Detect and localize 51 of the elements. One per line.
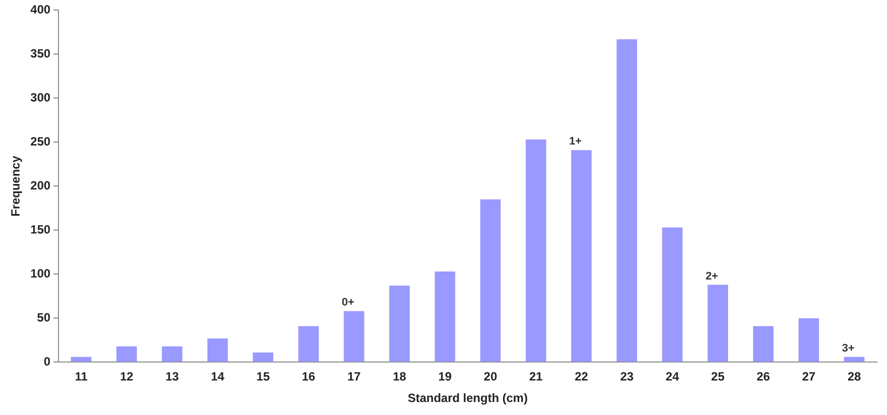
- y-tick-label: 50: [37, 310, 51, 325]
- y-tick-label: 0: [44, 354, 51, 369]
- bar: [252, 352, 274, 362]
- x-tick-label: 14: [210, 370, 225, 384]
- bar: [571, 150, 592, 362]
- x-tick-label: 11: [74, 370, 88, 384]
- bar: [434, 272, 456, 362]
- y-tick-label: 400: [30, 2, 51, 17]
- x-tick-label: 21: [529, 370, 543, 384]
- x-tick-label: 28: [848, 370, 862, 384]
- bar: [798, 318, 820, 362]
- x-tick-label: 25: [711, 370, 725, 384]
- y-tick-label: 350: [30, 46, 51, 61]
- x-tick-label: 20: [484, 370, 498, 384]
- annotation: 0+: [342, 296, 354, 309]
- bar: [480, 199, 501, 362]
- bar: [844, 356, 864, 362]
- y-tick-label: 250: [30, 134, 51, 149]
- x-tick-label: 15: [256, 370, 270, 384]
- y-tick-label: 200: [30, 178, 51, 193]
- y-tick-label: 300: [30, 90, 51, 105]
- bar: [662, 228, 683, 362]
- bar: [616, 39, 638, 362]
- bar: [116, 346, 137, 362]
- bar: [298, 326, 319, 362]
- x-tick-label: 17: [347, 370, 362, 384]
- bar: [389, 286, 410, 362]
- x-tick-label: 26: [756, 370, 770, 384]
- bar: [753, 326, 774, 362]
- bar: [526, 140, 546, 362]
- annotation: 1+: [569, 136, 582, 148]
- y-tick-label: 150: [30, 222, 51, 237]
- x-tick-label: 24: [666, 370, 680, 384]
- x-tick-label: 13: [165, 370, 180, 384]
- bar: [70, 356, 92, 362]
- annotation: 2+: [706, 270, 718, 282]
- annotation: 3+: [842, 342, 855, 354]
- x-tick-label: 23: [620, 370, 634, 384]
- x-tick-label: 18: [392, 370, 406, 384]
- x-tick-label: 19: [438, 370, 452, 384]
- x-tick-label: 22: [574, 370, 588, 384]
- bar: [344, 311, 364, 362]
- bar: [708, 284, 728, 362]
- bar: [207, 338, 228, 362]
- x-axis-title: Standard length (cm): [408, 391, 528, 406]
- x-tick-label: 27: [802, 370, 816, 384]
- x-tick-label: 16: [302, 370, 316, 384]
- bar: [162, 346, 182, 362]
- y-tick-label: 100: [30, 266, 51, 281]
- y-axis-title: Frequency: [8, 156, 23, 217]
- x-tick-label: 12: [120, 370, 134, 384]
